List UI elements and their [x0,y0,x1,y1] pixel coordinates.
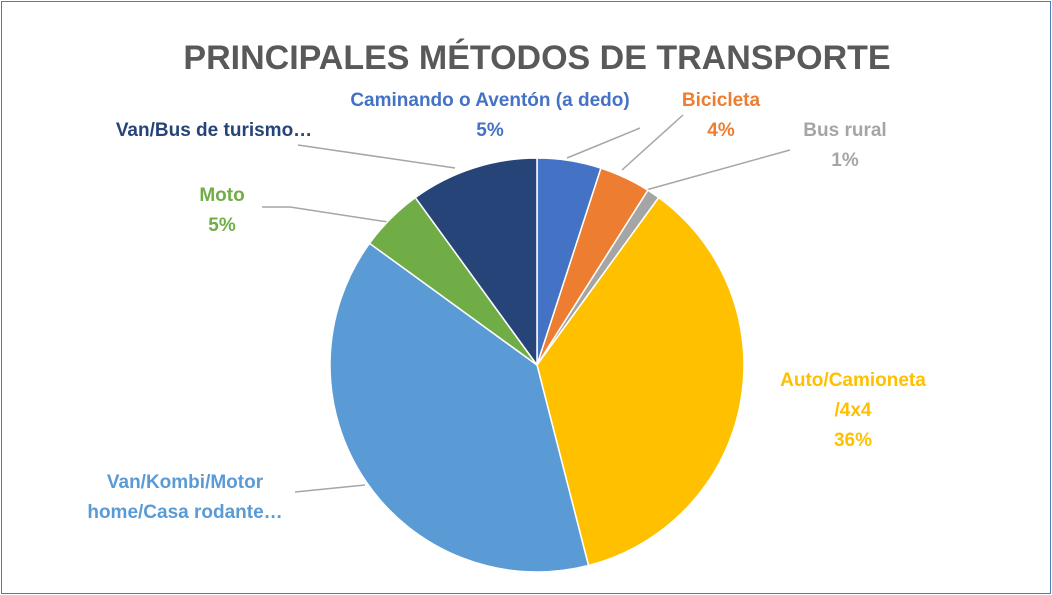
pie-slice [536,196,745,567]
category-label: Bicicleta [681,90,761,111]
category-label: Van/Kombi/Motor home/Casa rodante… [87,472,283,523]
data-label: Van/Kombi/Motor home/Casa rodante… [87,468,282,528]
data-label: Auto/Camioneta /4x4 36% [780,366,926,456]
category-label: Bus rural [803,120,887,141]
leader-line [566,127,641,159]
leader-line [297,144,456,169]
data-label: Bicicleta 4% [682,86,760,146]
data-label: Moto 5% [199,181,244,241]
value-label: 5% [476,120,504,141]
category-label: Auto/Camioneta /4x4 [780,370,926,421]
data-label: Van/Bus de turismo… [116,116,312,146]
pie-slice [329,242,590,573]
data-label: Bus rural 1% [803,116,886,176]
category-label: Van/Bus de turismo… [115,120,313,141]
value-label: 1% [831,150,859,171]
pie-slice [414,157,538,368]
leader-lines [262,114,791,493]
leader-line [645,149,791,191]
value-label: 5% [208,215,236,236]
leader-line [294,484,366,493]
category-label: Caminando o Aventón (a dedo) [350,90,630,111]
value-label: 4% [707,120,735,141]
leader-line [621,114,684,171]
category-label: Moto [199,185,245,206]
data-label: Caminando o Aventón (a dedo) 5% [350,86,629,146]
chart-title: PRINCIPALES MÉTODOS DE TRANSPORTE [183,39,890,77]
leader-line [262,206,389,223]
value-label: 36% [833,430,873,451]
